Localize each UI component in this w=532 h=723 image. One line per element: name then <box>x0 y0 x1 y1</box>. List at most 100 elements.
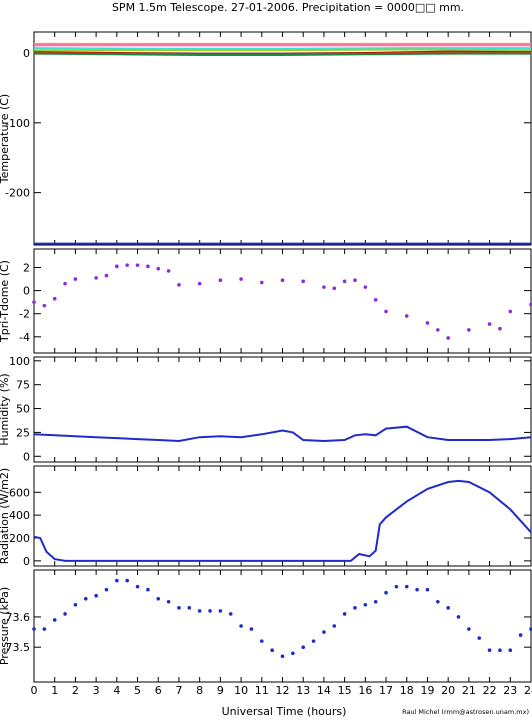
tpri-tdome-point <box>94 276 98 280</box>
pressure-point <box>456 615 461 619</box>
temperature-panel: 0 -100 -200 Temperature (C) <box>0 31 532 246</box>
pressure-point <box>373 599 378 604</box>
pressure-point <box>166 599 171 604</box>
pressure-point <box>477 636 482 640</box>
tpri-tdome-point <box>239 277 243 281</box>
radiation-ytick-label: 0 <box>23 555 30 568</box>
pressure-point <box>208 609 212 613</box>
tpri-tdome-point <box>353 278 357 283</box>
x-tick-label: 20 <box>441 684 455 697</box>
tpri-tdome-point <box>373 298 378 302</box>
x-tick-label: 23 <box>503 684 517 697</box>
pressure-point <box>332 624 337 628</box>
pressure-point <box>342 612 347 616</box>
pressure-point <box>467 627 471 631</box>
pressure-point <box>280 654 285 659</box>
tpri-tdome-point <box>301 279 306 284</box>
radiation-y-axis-label: Radiation (W/m2) <box>0 468 11 564</box>
pressure-point <box>197 609 202 613</box>
pressure-point <box>404 584 409 589</box>
x-axis-label: Universal Time (hours) <box>222 705 347 718</box>
pressure-point <box>73 603 78 607</box>
pressure-point <box>259 639 264 643</box>
pressure-point <box>363 603 368 607</box>
pressure-point <box>394 584 399 589</box>
humidity-line <box>33 425 532 443</box>
x-tick-label: 1 <box>51 684 58 697</box>
x-tick-label: 19 <box>420 684 434 697</box>
x-tick-label: 16 <box>358 684 372 697</box>
pressure-point <box>52 618 57 622</box>
pressure-point <box>487 648 492 653</box>
pressure-point <box>270 648 274 653</box>
tpri-tdome-frame <box>33 248 532 354</box>
pressure-point <box>415 587 419 592</box>
tpri-tdome-panel: 2 0 -2 -4 Tpri-Tdome (C) <box>0 248 532 354</box>
tpri-tdome-point <box>467 328 471 332</box>
tpri-tdome-y-axis-label: Tpri-Tdome (C) <box>0 260 11 343</box>
tpri-tdome-point <box>487 322 492 326</box>
pressure-point <box>94 593 98 598</box>
humidity-ytick-label: 100 <box>9 355 30 368</box>
tpri-tdome-point <box>529 302 532 307</box>
pressure-point <box>63 612 67 616</box>
pressure-point <box>83 596 88 601</box>
temperature-y-axis-label: Temperature (C) <box>0 94 11 184</box>
x-tick-label: 3 <box>93 684 100 697</box>
pressure-point <box>384 590 388 595</box>
tpri-tdome-point <box>508 309 513 314</box>
humidity-ytick-label: 75 <box>16 379 30 392</box>
pressure-point <box>529 627 532 631</box>
tpri-tdome-point <box>197 281 202 286</box>
pressure-point <box>353 606 357 610</box>
x-tick-label: 13 <box>296 684 310 697</box>
x-tick-label: 11 <box>255 684 269 697</box>
tpri-tdome-point <box>425 321 430 325</box>
credit-text: Raul Michel (rmm@astrosen.unam.mx) <box>402 708 529 716</box>
pressure-point <box>104 587 109 592</box>
pressure-ytick-label: 73.6 <box>6 611 31 624</box>
pressure-point <box>322 630 326 634</box>
pressure-point <box>177 606 181 610</box>
pressure-point <box>42 627 47 631</box>
tpri-tdome-point <box>125 263 129 267</box>
tpri-tdome-point <box>115 264 119 269</box>
tpri-tdome-point <box>166 269 171 273</box>
tpri-tdome-point <box>436 328 440 332</box>
x-tick-label: 7 <box>175 684 182 697</box>
pressure-frame <box>33 569 532 683</box>
tpri-tdome-point <box>135 263 140 267</box>
temperature-series-line <box>33 47 531 50</box>
humidity-ytick-label: 0 <box>23 450 30 463</box>
tpri-tdome-point <box>280 278 285 283</box>
pressure-point <box>218 609 223 613</box>
humidity-y-axis-label: Humidity (%) <box>0 373 11 445</box>
pressure-point <box>32 627 36 631</box>
pressure-point <box>115 578 119 583</box>
tpri-tdome-point <box>146 264 150 269</box>
radiation-ytick-label: 600 <box>9 486 30 499</box>
tpri-tdome-ytick-label: -4 <box>19 331 30 344</box>
tpri-tdome-point <box>446 336 450 340</box>
tpri-tdome-point <box>218 278 223 283</box>
pressure-point <box>518 633 523 637</box>
radiation-line <box>33 479 532 562</box>
x-tick-label: 12 <box>276 684 290 697</box>
pressure-panel: 0123456789101112131415161718192021222324… <box>0 569 532 697</box>
tpri-tdome-point <box>73 277 78 281</box>
tpri-tdome-point <box>498 326 502 331</box>
tpri-tdome-point <box>322 285 326 289</box>
tpri-tdome-ytick-label: 0 <box>23 285 30 298</box>
x-tick-label: 8 <box>196 684 203 697</box>
humidity-panel: 0 25 50 75 100 Humidity (%) <box>0 355 532 463</box>
pressure-point <box>446 606 450 610</box>
humidity-ytick-label: 25 <box>16 426 30 439</box>
x-tick-label: 14 <box>317 684 331 697</box>
pressure-point <box>156 596 161 601</box>
tpri-tdome-ytick-label: 2 <box>23 261 30 274</box>
temperature-ytick-label: -100 <box>5 117 30 130</box>
tpri-tdome-point <box>42 303 47 308</box>
pressure-point <box>311 639 316 643</box>
